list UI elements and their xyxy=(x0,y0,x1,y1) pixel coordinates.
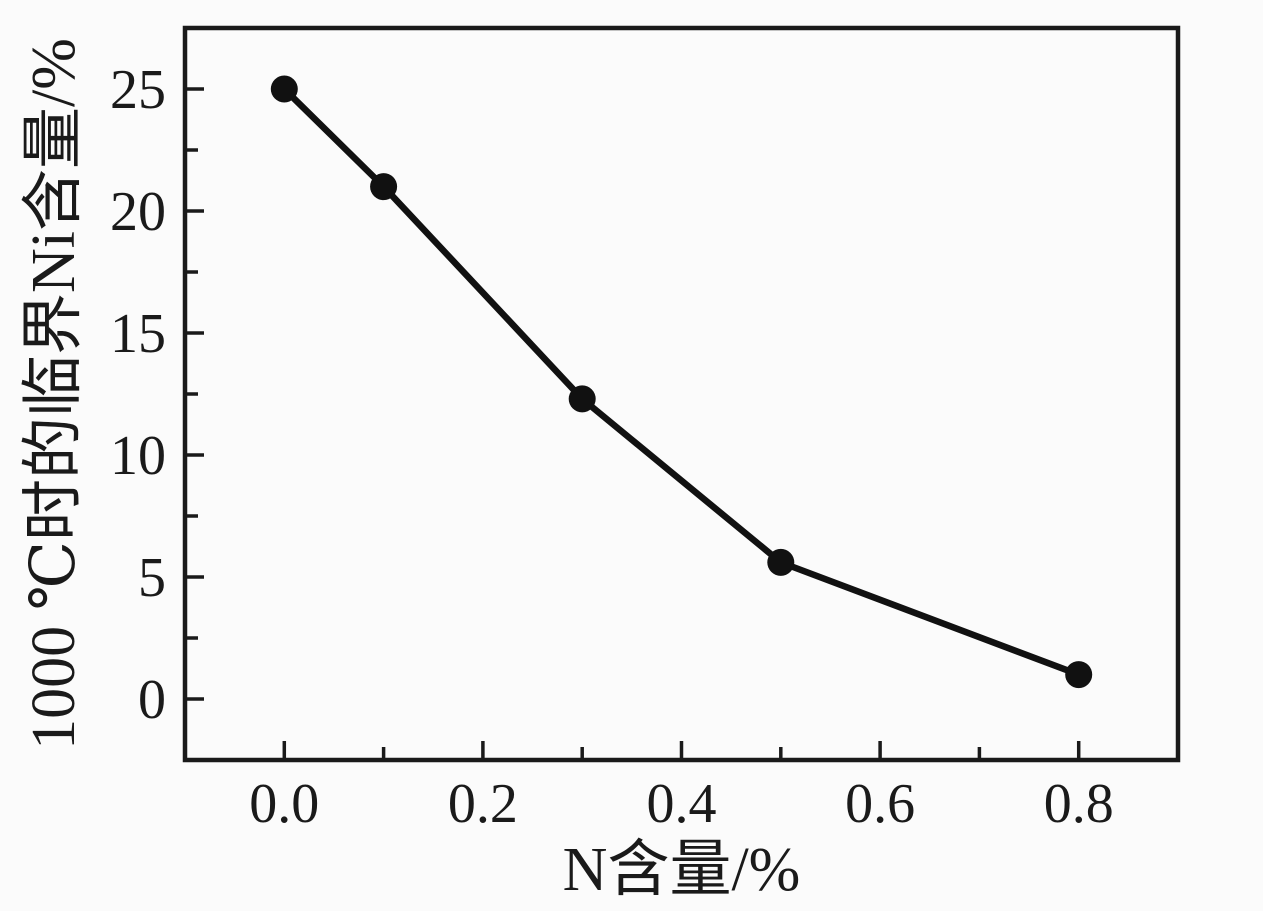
y-axis-tick-label: 10 xyxy=(110,425,166,487)
y-axis-tick-label: 5 xyxy=(138,547,166,609)
data-line xyxy=(281,85,1082,678)
x-axis-tick-label: 0.0 xyxy=(249,773,319,835)
x-axis-label: N含量/% xyxy=(563,836,801,904)
x-axis-tick-label: 0.6 xyxy=(845,773,915,835)
plot-border xyxy=(182,25,1181,763)
y-axis-tick-label: 20 xyxy=(110,181,166,243)
x-axis-tick-label: 0.2 xyxy=(448,773,518,835)
data-point xyxy=(767,548,795,576)
data-point xyxy=(370,173,398,201)
data-point xyxy=(270,75,298,103)
data-point xyxy=(568,385,596,413)
data-point xyxy=(1065,661,1093,689)
y-axis-tick-label: 0 xyxy=(138,669,166,731)
y-axis-tick-label: 25 xyxy=(110,59,166,121)
x-axis-tick-label: 0.8 xyxy=(1044,773,1114,835)
y-axis-tick-label: 15 xyxy=(110,303,166,365)
x-axis-tick-label: 0.4 xyxy=(647,773,717,835)
y-axis-label: 1000 ℃时的临界Ni含量/% xyxy=(20,38,88,750)
